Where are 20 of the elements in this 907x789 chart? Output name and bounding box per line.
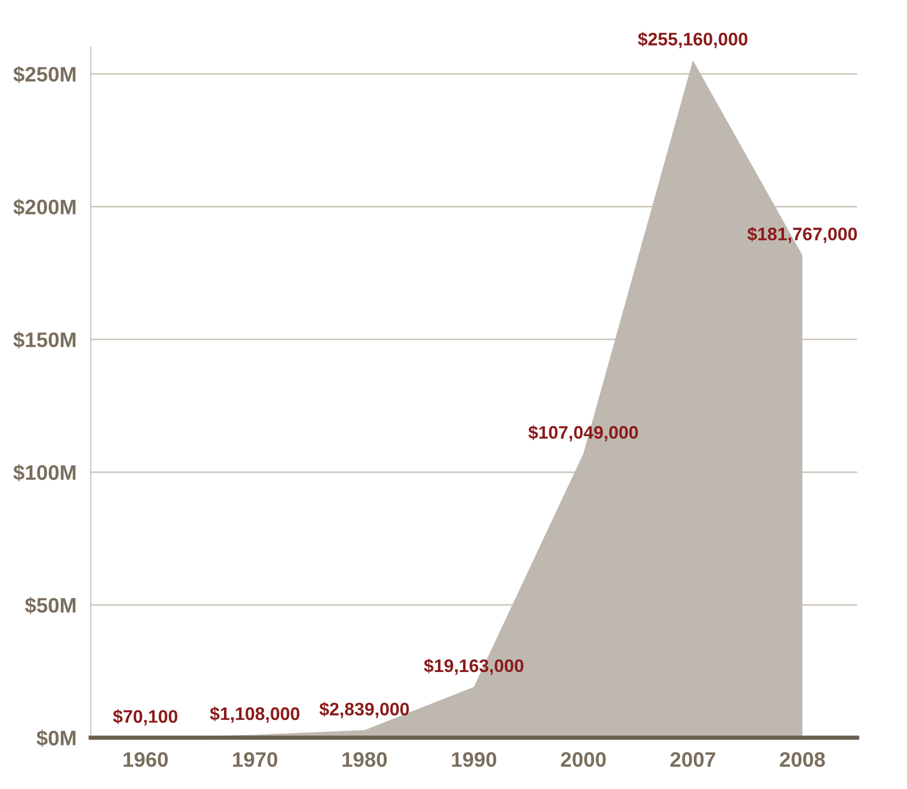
data-label: $19,163,000 (424, 658, 524, 675)
x-tick-label: 2000 (560, 752, 606, 767)
y-tick-label: $50M (24, 597, 76, 614)
data-label: $255,160,000 (638, 32, 748, 48)
data-label: $181,767,000 (747, 226, 857, 244)
y-tick-label: $250M (13, 66, 76, 83)
x-tick-label: 2007 (670, 752, 716, 767)
x-tick-label: 2008 (780, 752, 825, 767)
x-tick-label: 1990 (452, 752, 496, 767)
data-label: $70,100 (113, 709, 178, 726)
y-tick-label: $200M (13, 198, 76, 216)
x-tick-label: 1970 (233, 752, 278, 767)
x-tick-label: 1960 (124, 752, 168, 767)
data-label: $2,839,000 (319, 702, 409, 718)
y-tick-label: $150M (13, 332, 76, 349)
x-tick-label: 1980 (342, 752, 387, 767)
data-label: $1,108,000 (210, 706, 300, 723)
y-tick-label: $0M (36, 730, 76, 747)
data-label: $107,049,000 (528, 425, 638, 442)
y-tick-label: $100M (13, 464, 76, 482)
